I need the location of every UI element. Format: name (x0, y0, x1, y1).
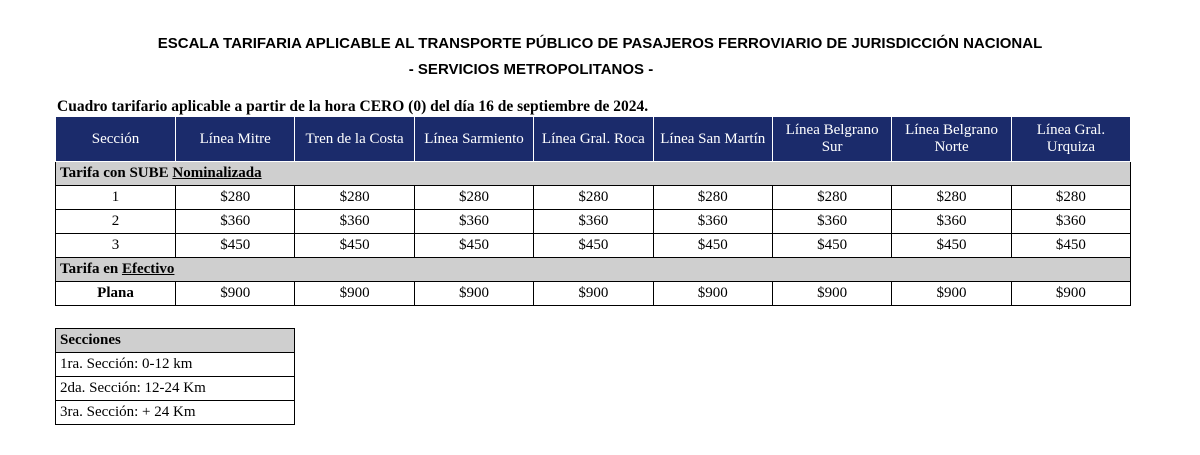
group-label-emphasis: Efectivo (121, 261, 175, 277)
sections-row: 3ra. Sección: + 24 Km (55, 400, 295, 425)
group-label-emphasis: Nominalizada (172, 165, 262, 181)
sections-row: 1ra. Sección: 0-12 km (55, 352, 295, 377)
column-header: Línea San Martín (652, 116, 773, 162)
header-row: Sección Línea Mitre Tren de la Costa Línea … (55, 116, 1132, 162)
fare-cell: $280 (174, 185, 296, 210)
sections-table: Secciones 1ra. Sección: 0-12 km 2da. Secci… (55, 328, 295, 425)
fare-cell: $360 (652, 209, 773, 234)
fare-cell: $450 (174, 233, 296, 258)
fare-cell: $280 (533, 185, 654, 210)
group-row: Tarifa en Efectivo (54, 257, 1132, 282)
group-row: Tarifa con SUBE Nominalizada (54, 161, 1132, 186)
fare-cell: $280 (413, 185, 535, 210)
fare-cell: $450 (533, 233, 654, 258)
fare-table: Sección Línea Mitre Tren de la Costa Línea … (54, 116, 1132, 306)
subtitle: - SERVICIOS METROPOLITANOS - (408, 61, 654, 78)
section-cell: 1 (55, 185, 176, 210)
column-header: Línea Gral. Roca (533, 116, 654, 162)
fare-row: 2 $360 $360 $360 $360 $360 $360 $360 $360 (55, 209, 1132, 234)
section-item: 3ra. Sección: + 24 Km (55, 400, 295, 425)
fare-cell: $900 (294, 281, 415, 306)
fare-cell: $360 (413, 209, 535, 234)
section-cell: 2 (55, 209, 176, 234)
fare-row: 1 $280 $280 $280 $280 $280 $280 $280 $280 (55, 185, 1132, 210)
fare-cell: $900 (533, 281, 654, 306)
column-header: Sección (55, 116, 176, 162)
group-label: Tarifa con SUBE Nominalizada (54, 161, 1132, 186)
fare-row: 3 $450 $450 $450 $450 $450 $450 $450 $450 (55, 233, 1132, 258)
fare-cell: $450 (1010, 233, 1132, 258)
fare-row: Plana $900 $900 $900 $900 $900 $900 $900 $900 (55, 281, 1132, 306)
sections-title: Secciones (55, 328, 295, 353)
fare-cell: $280 (294, 185, 415, 210)
fare-cell: $360 (771, 209, 893, 234)
fare-cell: $450 (652, 233, 773, 258)
fare-cell: $360 (891, 209, 1012, 234)
sections-header: Secciones (55, 328, 295, 353)
fare-cell: $280 (652, 185, 773, 210)
title: ESCALA TARIFARIA APLICABLE AL TRANSPORTE… (157, 35, 1043, 52)
section-cell: 3 (55, 233, 176, 258)
fare-cell: $280 (1010, 185, 1132, 210)
fare-cell: $360 (174, 209, 296, 234)
fare-cell: $900 (652, 281, 773, 306)
fare-cell: $360 (1010, 209, 1132, 234)
section-item: 1ra. Sección: 0-12 km (55, 352, 295, 377)
fare-cell: $900 (174, 281, 296, 306)
fare-cell: $450 (294, 233, 415, 258)
fare-cell: $900 (1010, 281, 1132, 306)
column-header: Línea Gral. Urquiza (1010, 116, 1132, 162)
column-header: Línea Belgrano Norte (891, 116, 1012, 162)
fare-cell: $360 (294, 209, 415, 234)
sections-row: 2da. Sección: 12-24 Km (55, 376, 295, 401)
fare-cell: $360 (533, 209, 654, 234)
column-header: Línea Belgrano Sur (771, 116, 893, 162)
caption: Cuadro tarifario aplicable a partir de l… (57, 98, 649, 115)
column-header: Línea Sarmiento (413, 116, 535, 162)
section-cell: Plana (55, 281, 176, 306)
fare-cell: $900 (771, 281, 893, 306)
group-label: Tarifa en Efectivo (54, 257, 1132, 282)
group-label-text: Tarifa con SUBE (60, 165, 173, 181)
group-label-text: Tarifa en (60, 261, 122, 277)
fare-cell: $280 (771, 185, 893, 210)
fare-cell: $900 (413, 281, 535, 306)
fare-cell: $280 (891, 185, 1012, 210)
column-header: Tren de la Costa (294, 116, 415, 162)
section-item: 2da. Sección: 12-24 Km (55, 376, 295, 401)
fare-cell: $450 (891, 233, 1012, 258)
fare-cell: $450 (771, 233, 893, 258)
fare-cell: $900 (891, 281, 1012, 306)
fare-cell: $450 (413, 233, 535, 258)
column-header: Línea Mitre (174, 116, 296, 162)
